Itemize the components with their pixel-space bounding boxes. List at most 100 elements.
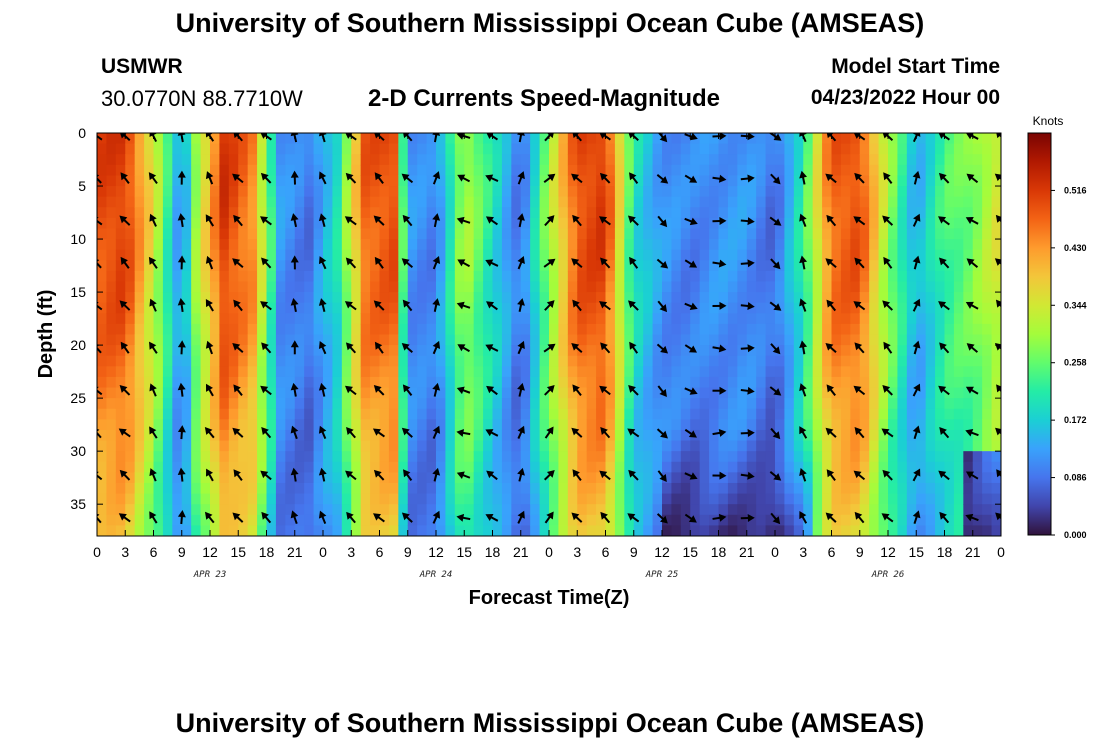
- heatmap-cell: [803, 514, 814, 526]
- heatmap-cell: [388, 429, 399, 442]
- heatmap-cell: [398, 525, 409, 536]
- heatmap-cell: [97, 504, 108, 516]
- heatmap-cell: [709, 196, 720, 208]
- heatmap-cell: [643, 429, 654, 442]
- heatmap-cell: [172, 175, 183, 187]
- heatmap-cell: [210, 482, 221, 495]
- heatmap-cell: [313, 493, 324, 505]
- heatmap-cell: [784, 461, 795, 473]
- heatmap-cell: [803, 387, 814, 399]
- heatmap-cell: [313, 228, 324, 240]
- heatmap-cell: [454, 376, 465, 389]
- heatmap-cell: [238, 217, 249, 230]
- current-arrow: [966, 258, 979, 268]
- heatmap-cell: [181, 186, 192, 198]
- heatmap-cell: [454, 143, 465, 155]
- heatmap-cell: [388, 133, 399, 145]
- heatmap-cell: [520, 461, 531, 473]
- heatmap-cell: [445, 482, 456, 495]
- heatmap-cell: [144, 323, 155, 336]
- heatmap-cell: [511, 186, 522, 198]
- heatmap-cell: [247, 398, 258, 410]
- heatmap-cell: [662, 292, 673, 304]
- heatmap-cell: [144, 133, 155, 145]
- heatmap-cell: [247, 366, 258, 378]
- heatmap-cell: [181, 292, 192, 304]
- heatmap-cell: [765, 514, 776, 526]
- heatmap-cell: [294, 270, 305, 283]
- heatmap-cell: [313, 355, 324, 367]
- heatmap-cell: [746, 493, 757, 505]
- heatmap-cell: [822, 228, 833, 240]
- heatmap-cell: [285, 387, 296, 399]
- heatmap-cell: [633, 504, 644, 516]
- heatmap-cell: [360, 249, 371, 261]
- heatmap-cell: [822, 175, 833, 187]
- heatmap-cell: [737, 313, 748, 325]
- heatmap-cell: [313, 281, 324, 293]
- heatmap-cell: [775, 292, 786, 304]
- heatmap-cell: [464, 292, 475, 304]
- heatmap-cell: [125, 292, 136, 304]
- heatmap-cell: [539, 143, 550, 155]
- heatmap-cell: [916, 514, 927, 526]
- heatmap-cell: [351, 387, 362, 399]
- heatmap-cell: [210, 398, 221, 410]
- heatmap-cell: [313, 440, 324, 452]
- heatmap-cell: [953, 376, 964, 389]
- heatmap-cell: [567, 196, 578, 208]
- heatmap-cell: [991, 429, 1001, 442]
- current-arrow: [401, 343, 413, 353]
- heatmap-cell: [690, 355, 701, 367]
- heatmap-cell: [407, 482, 418, 495]
- heatmap-cell: [906, 133, 917, 145]
- current-arrow: [402, 214, 413, 227]
- heatmap-cell: [172, 164, 183, 177]
- current-arrow: [345, 470, 357, 481]
- heatmap-cell: [699, 482, 710, 495]
- heatmap-cell: [360, 239, 371, 251]
- heatmap-cell: [916, 260, 927, 272]
- heatmap-cell: [530, 239, 541, 251]
- current-arrow: [939, 511, 950, 524]
- heatmap-cell: [699, 387, 710, 399]
- x-tick-label: 0: [93, 544, 101, 560]
- heatmap-cell: [454, 472, 465, 484]
- heatmap-cell: [511, 451, 522, 463]
- heatmap-cell: [370, 313, 381, 325]
- current-arrow: [177, 170, 186, 185]
- heatmap-cell: [850, 376, 861, 389]
- heatmap-cell: [426, 175, 437, 187]
- heatmap-cell: [906, 164, 917, 177]
- heatmap-cell: [106, 355, 117, 367]
- heatmap-cell: [304, 440, 315, 452]
- heatmap-cell: [181, 313, 192, 325]
- heatmap-cell: [162, 302, 173, 314]
- heatmap-cell: [680, 387, 691, 399]
- heatmap-cell: [191, 228, 202, 240]
- heatmap-cell: [577, 482, 588, 495]
- heatmap-cell: [144, 376, 155, 389]
- heatmap-cell: [464, 186, 475, 198]
- heatmap-cell: [228, 482, 239, 495]
- heatmap-cell: [304, 323, 315, 336]
- heatmap-cell: [671, 408, 682, 420]
- heatmap-cell: [454, 461, 465, 473]
- heatmap-cell: [718, 239, 729, 251]
- heatmap-cell: [699, 207, 710, 219]
- heatmap-cell: [624, 482, 635, 495]
- heatmap-cell: [313, 387, 324, 399]
- heatmap-cell: [200, 429, 211, 442]
- heatmap-cell: [210, 249, 221, 261]
- heatmap-cell: [501, 270, 512, 283]
- heatmap-cell: [332, 376, 343, 389]
- current-arrow: [571, 173, 583, 184]
- heatmap-cell: [294, 292, 305, 304]
- heatmap-cell: [520, 217, 531, 230]
- heatmap-cell: [596, 482, 607, 495]
- heatmap-cell: [586, 398, 597, 410]
- heatmap-cell: [106, 440, 117, 452]
- heatmap-cell: [106, 260, 117, 272]
- heatmap-cell: [633, 239, 644, 251]
- heatmap-cell: [878, 461, 889, 473]
